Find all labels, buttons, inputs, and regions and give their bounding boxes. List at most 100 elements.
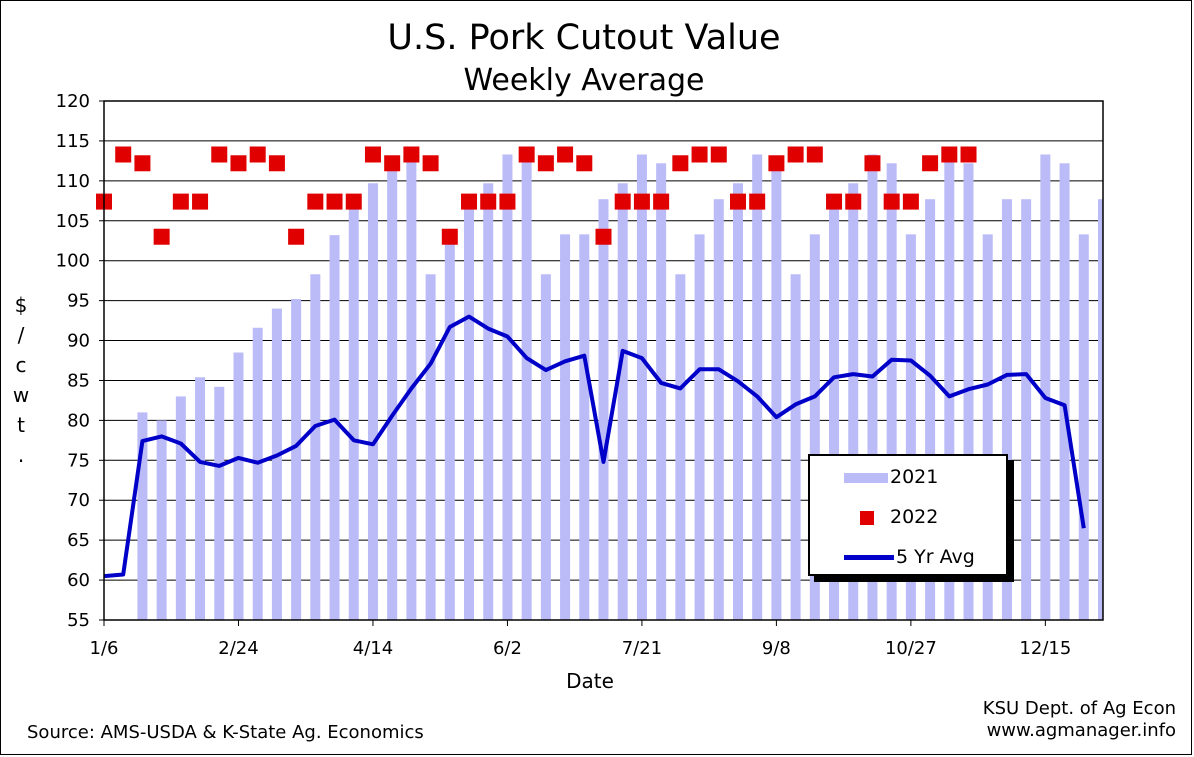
marker-2022 <box>864 155 881 172</box>
bar-2021 <box>713 199 724 621</box>
legend-swatch-bar <box>844 473 888 483</box>
y-axis-label: $ / c w t . <box>10 290 32 470</box>
bar-2021 <box>963 163 974 620</box>
marker-2022 <box>768 155 785 172</box>
marker-2022 <box>691 146 708 163</box>
bar-2021 <box>1021 199 1032 621</box>
marker-2022 <box>192 193 209 210</box>
markers-2022 <box>96 146 977 245</box>
marker-2022 <box>403 146 420 163</box>
bar-2021 <box>694 234 705 620</box>
legend-item-5yr-avg: 5 Yr Avg <box>810 542 1006 572</box>
bar-2021 <box>214 386 225 620</box>
bar-2021 <box>617 183 628 621</box>
bar-2021 <box>502 154 513 620</box>
x-tick-label: 2/24 <box>218 638 258 659</box>
y-axis-label-char: t <box>17 413 25 437</box>
y-axis-label-char: w <box>12 383 30 407</box>
x-tick-label: 4/14 <box>353 638 393 659</box>
marker-2022 <box>230 155 247 172</box>
bar-2021 <box>291 299 302 620</box>
marker-2022 <box>633 193 650 210</box>
marker-2022 <box>537 155 554 172</box>
bar-2021 <box>137 412 148 620</box>
y-axis-label-char: $ <box>14 293 28 317</box>
marker-2022 <box>960 146 977 163</box>
bar-2021 <box>233 352 244 620</box>
legend: 2021 2022 5 Yr Avg <box>808 454 1008 576</box>
marker-2022 <box>288 228 305 245</box>
y-tick-labels: 55 60 65 70 75 80 85 90 95 100 105 110 115 120 <box>56 91 90 631</box>
bar-2021 <box>387 169 398 620</box>
y-axis-label-char: / <box>17 323 25 347</box>
bar-2021 <box>886 163 897 620</box>
marker-2022 <box>384 155 401 172</box>
marker-2022 <box>307 193 324 210</box>
bar-2021 <box>1040 154 1051 620</box>
legend-swatch-line <box>844 555 894 560</box>
bar-2021 <box>329 235 340 620</box>
marker-2022 <box>595 228 612 245</box>
bar-2021 <box>925 199 936 621</box>
marker-2022 <box>268 155 285 172</box>
bar-2021 <box>175 396 186 620</box>
axes <box>99 100 1104 626</box>
marker-2022 <box>115 146 132 163</box>
bar-2021 <box>867 154 878 620</box>
marker-2022 <box>326 193 343 210</box>
marker-2022 <box>153 228 170 245</box>
bar-2021 <box>425 274 436 620</box>
bar-2021 <box>1059 163 1070 620</box>
plot-border <box>103 100 1104 621</box>
x-tick-label: 7/21 <box>622 638 662 659</box>
marker-2022 <box>826 193 843 210</box>
legend-swatch-marker <box>860 511 874 525</box>
bar-2021 <box>848 183 859 621</box>
bar-2021 <box>156 420 167 620</box>
y-tick-label: 65 <box>67 530 90 551</box>
marker-2022 <box>134 155 151 172</box>
y-axis-label-char: . <box>17 443 25 467</box>
bar-2021 <box>464 207 475 621</box>
bar-2021 <box>771 163 782 620</box>
bar-2021 <box>560 234 571 620</box>
y-tick-label: 90 <box>67 331 90 352</box>
x-tick-label: 12/15 <box>1019 638 1071 659</box>
marker-2022 <box>653 193 670 210</box>
bar-2021 <box>829 199 840 621</box>
marker-2022 <box>614 193 631 210</box>
marker-2022 <box>729 193 746 210</box>
x-tick-label: 1/6 <box>90 638 119 659</box>
y-tick-label: 80 <box>67 410 90 431</box>
line-5yr-avg <box>103 314 1086 579</box>
legend-item-2021: 2021 <box>810 462 1006 492</box>
bar-2021 <box>540 274 551 620</box>
y-tick-label: 60 <box>67 570 90 591</box>
bar-2021 <box>252 327 263 620</box>
y-tick-label: 100 <box>56 251 90 272</box>
marker-2022 <box>845 193 862 210</box>
marker-2022 <box>576 155 593 172</box>
y-axis-label-char: c <box>15 353 27 377</box>
chart-title: U.S. Pork Cutout Value <box>387 18 781 58</box>
bar-2021 <box>636 154 647 620</box>
marker-2022 <box>461 193 478 210</box>
marker-2022 <box>883 193 900 210</box>
bar-2021 <box>348 208 359 621</box>
marker-2022 <box>172 193 189 210</box>
marker-2022 <box>211 146 228 163</box>
bar-2021 <box>1001 199 1012 621</box>
bar-2021 <box>1078 234 1089 620</box>
x-tick-label: 10/27 <box>885 638 937 659</box>
bar-2021 <box>367 183 378 621</box>
bar-2021 <box>905 234 916 620</box>
marker-2022 <box>902 193 919 210</box>
y-tick-label: 105 <box>56 211 90 232</box>
source-note: Source: AMS-USDA & K-State Ag. Economics <box>27 722 424 743</box>
y-tick-label: 85 <box>67 370 90 391</box>
y-tick-label: 95 <box>67 291 90 312</box>
marker-2022 <box>787 146 804 163</box>
y-tick-label: 75 <box>67 450 90 471</box>
